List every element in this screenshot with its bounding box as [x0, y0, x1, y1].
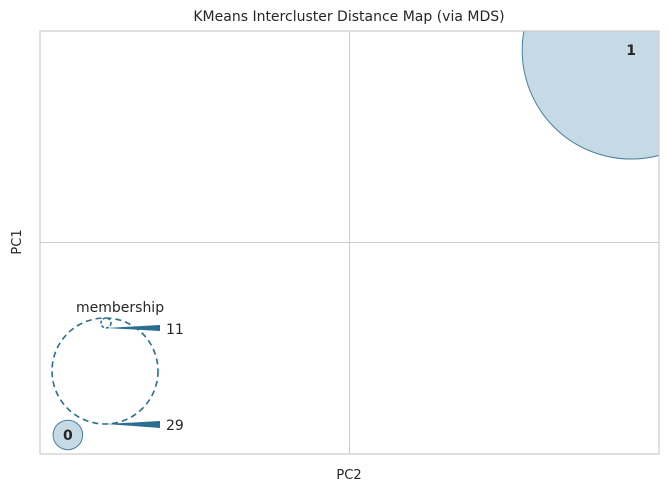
membership-legend: membership 11 29	[51, 300, 184, 434]
legend-size-large: 29	[166, 418, 184, 434]
legend-title: membership	[76, 300, 164, 316]
grid-lines	[40, 31, 659, 454]
cluster-label-1: 1	[626, 43, 636, 59]
legend-size-small: 11	[166, 322, 184, 338]
cluster-bubble-0	[52, 419, 84, 451]
legend-pointer-small	[106, 325, 160, 331]
legend-circle-small	[100, 317, 112, 329]
x-axis-label: PC2	[336, 468, 361, 483]
legend-circle-large	[51, 317, 159, 425]
cluster-bubbles: 01	[52, 31, 659, 451]
plot-frame	[39, 30, 660, 455]
cluster-bubble-1	[521, 31, 659, 160]
y-axis-label: PC1	[10, 229, 25, 254]
legend-pointer-large	[106, 421, 160, 428]
chart-title: KMeans Intercluster Distance Map (via MD…	[193, 9, 504, 25]
cluster-label-0: 0	[63, 428, 73, 444]
